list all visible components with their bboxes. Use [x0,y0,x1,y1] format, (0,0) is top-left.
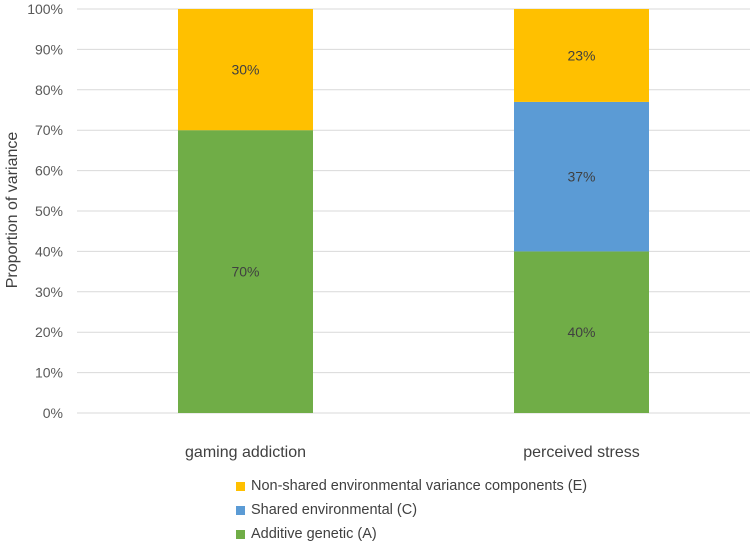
legend-item-a: Additive genetic (A) [236,522,587,546]
data-labels: 70% 30% 40% 37% 23% [231,47,595,340]
legend-swatch-c [236,505,245,515]
category-label: gaming addiction [185,444,306,461]
bar-segment [178,9,313,131]
bar-segment [514,9,649,102]
data-label: 70% [231,264,259,280]
y-tick-label: 0% [43,405,63,421]
data-label: 23% [567,47,595,63]
y-tick-label: 100% [27,1,63,17]
y-tick-label: 90% [35,41,63,57]
bars [178,9,649,413]
y-tick-label: 30% [35,284,63,300]
data-label: 37% [567,169,595,185]
y-tick-label: 60% [35,163,63,179]
legend-label-a: Additive genetic (A) [251,526,377,542]
y-axis-label: Proportion of variance [4,132,21,289]
legend: Non-shared environmental variance compon… [236,474,587,546]
y-tick-labels: 0% 10% 20% 30% 40% 50% 60% 70% 80% 90% 100% [27,1,63,421]
y-tick-label: 50% [35,203,63,219]
y-tick-label: 70% [35,122,63,138]
y-tick-label: 20% [35,324,63,340]
category-labels: gaming addiction perceived stress [185,444,640,461]
bar-segment [514,101,649,252]
legend-label-e: Non-shared environmental variance compon… [251,478,588,494]
data-label: 30% [231,62,259,78]
y-tick-label: 40% [35,243,63,259]
y-tick-label: 80% [35,82,63,98]
data-label: 40% [567,324,595,340]
bar-segment [178,130,313,413]
legend-item-c: Shared environmental (C) [236,498,587,522]
legend-item-e: Non-shared environmental variance compon… [236,474,587,498]
bar-segment [514,251,649,413]
legend-swatch-e [236,481,245,491]
category-label: perceived stress [523,444,640,461]
gridlines [77,8,750,414]
legend-swatch-a [236,529,245,539]
legend-label-c: Shared environmental (C) [251,502,418,518]
y-tick-label: 10% [35,365,63,381]
